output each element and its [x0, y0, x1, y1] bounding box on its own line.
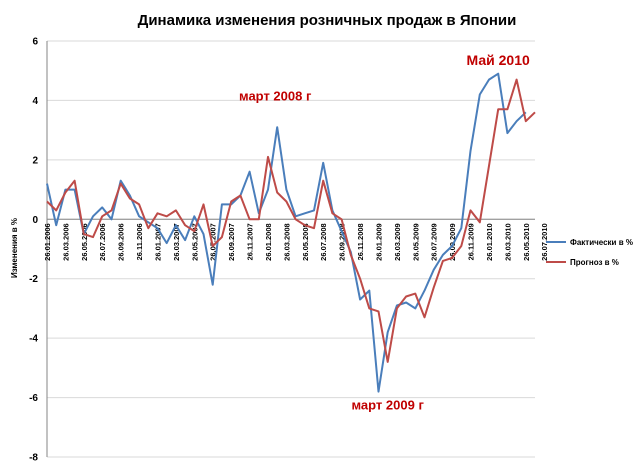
- y-tick-label: -2: [29, 274, 38, 285]
- x-tick-label: 26.07.2006: [98, 223, 107, 261]
- x-tick-label: 26.03.2006: [61, 223, 70, 261]
- annotation-label: Май 2010: [467, 52, 530, 68]
- tick-labels: -8 -6 -4 -2 0 2 4 6 26.01.2006 26.03.2006 26.05.20…: [29, 37, 549, 464]
- legend: Фактически в % Прогноз в %: [546, 238, 633, 267]
- series-line-forecast: [46, 78, 536, 363]
- y-tick-label: 2: [32, 155, 38, 166]
- x-tick-label: 26.01.2007: [153, 223, 162, 261]
- x-tick-label: 26.05.2008: [301, 223, 310, 261]
- x-tick-label: 26.03.2009: [393, 223, 402, 261]
- x-tick-label: 26.11.2007: [246, 223, 255, 260]
- y-tick-label: 4: [32, 96, 38, 107]
- y-tick-label: -6: [29, 393, 38, 404]
- y-tick-label: -8: [29, 453, 38, 464]
- series-line-actual: [46, 72, 527, 393]
- annotation-label: март 2008 г: [239, 88, 312, 103]
- x-tick-label: 26.09.2006: [117, 223, 126, 261]
- annotations: март 2008 г Май 2010 март 2009 г: [239, 52, 530, 413]
- x-tick-label: 26.07.2007: [209, 223, 218, 261]
- x-tick-label: 26.09.2009: [448, 223, 457, 261]
- chart-title: Динамика изменения розничных продаж в Яп…: [138, 12, 517, 29]
- x-tick-label: 26.05.2007: [190, 223, 199, 261]
- legend-label: Фактически в %: [570, 238, 633, 247]
- x-tick-label: 26.09.2008: [338, 223, 347, 261]
- x-tick-label: 26.07.2009: [430, 223, 439, 261]
- x-tick-label: 26.11.2009: [467, 223, 476, 260]
- x-tick-label: 26.03.2008: [282, 223, 291, 261]
- axes: [46, 41, 535, 457]
- series-lines: [46, 72, 536, 393]
- x-tick-label: 26.05.2009: [411, 223, 420, 261]
- x-tick-label: 26.03.2010: [503, 223, 512, 261]
- x-tick-label: 26.01.2010: [485, 223, 494, 261]
- x-tick-label: 26.11.2008: [356, 223, 365, 260]
- x-tick-label: 26.07.2010: [540, 223, 549, 261]
- y-axis-label: Изменения в %: [10, 218, 19, 278]
- x-tick-label: 26.09.2007: [227, 223, 236, 261]
- x-tick-label: 26.01.2009: [374, 223, 383, 261]
- x-tick-label: 26.01.2006: [43, 223, 52, 261]
- x-tick-label: 26.07.2008: [319, 223, 328, 261]
- x-tick-label: 26.03.2007: [172, 223, 181, 261]
- y-tick-label: -4: [29, 334, 38, 345]
- y-tick-label: 6: [32, 37, 38, 48]
- x-tick-label: 26.05.2010: [522, 223, 531, 261]
- x-tick-label: 26.01.2008: [264, 223, 273, 261]
- annotation-label: март 2009 г: [351, 397, 424, 412]
- y-tick-label: 0: [32, 215, 38, 226]
- legend-label: Прогноз в %: [570, 258, 619, 267]
- x-tick-label: 26.11.2006: [135, 223, 144, 260]
- x-tick-label: 26.05.2006: [80, 223, 89, 261]
